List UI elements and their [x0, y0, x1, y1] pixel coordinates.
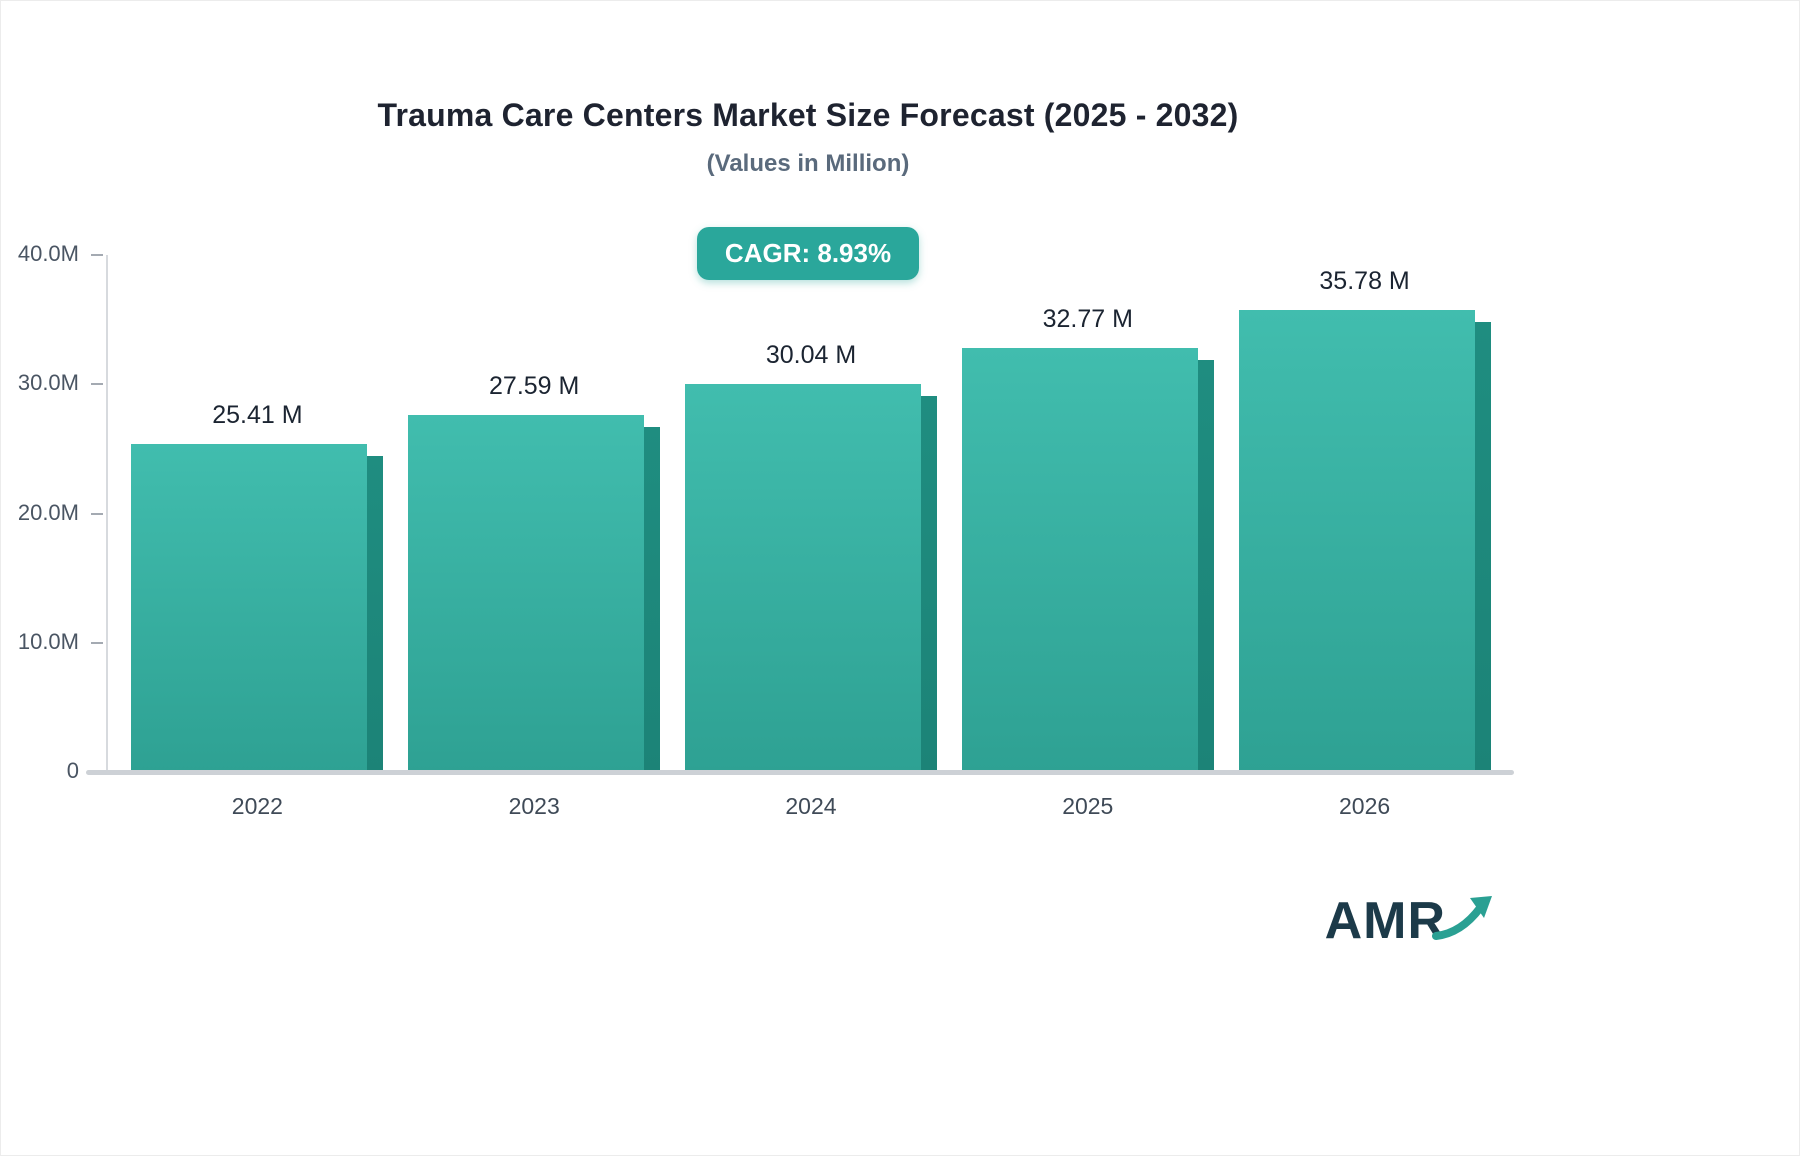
- x-axis-label: 2022: [231, 793, 283, 819]
- bar-3d-side: [1474, 322, 1491, 772]
- bar-value-label: 32.77 M: [1042, 305, 1133, 333]
- amr-logo: AMR: [1325, 891, 1494, 951]
- plot-area: 0 10.0M 20.0M 30.0M 40.0M 25.41 M 2022 27.59 M…: [18, 241, 1514, 819]
- amr-logo-arrow-icon: [1432, 896, 1492, 940]
- bars-container: 25.41 M 2022 27.59 M 2023 30.04 M 2024 32.77 M…: [111, 255, 1511, 819]
- y-tick-mark: [91, 641, 103, 644]
- y-tick-label: 0: [66, 758, 79, 783]
- bar-value-label: 25.41 M: [212, 401, 303, 429]
- amr-logo-text: AMR: [1324, 892, 1446, 950]
- bar: [1238, 310, 1475, 772]
- cagr-badge-row: CAGR: 8.93%: [1, 227, 1615, 280]
- chart-subtitle: (Values in Million): [706, 150, 910, 177]
- bar: [684, 384, 921, 772]
- bar: [131, 444, 368, 772]
- bar: [961, 348, 1198, 772]
- y-axis-line: [106, 255, 108, 772]
- chart-title: Trauma Care Centers Market Size Forecast…: [377, 97, 1239, 133]
- x-axis-label: 2024: [785, 793, 837, 819]
- x-axis-label: 2025: [1062, 793, 1114, 819]
- y-tick-label: 30.0M: [17, 370, 79, 396]
- bar-3d-side: [367, 456, 384, 772]
- bar: [408, 415, 645, 772]
- y-tick-label: 40.0M: [17, 241, 79, 266]
- bar-group: 27.59 M 2023: [408, 255, 661, 819]
- bar-group: 30.04 M 2024: [684, 255, 937, 819]
- y-tick-label: 10.0M: [17, 628, 79, 654]
- bar-value-label: 27.59 M: [489, 372, 580, 400]
- x-axis-label: 2023: [508, 793, 560, 819]
- y-tick-mark: [91, 512, 103, 515]
- bar-3d-side: [1197, 360, 1214, 772]
- cagr-badge: CAGR: 8.93%: [696, 227, 920, 280]
- bar-3d-side: [920, 396, 937, 772]
- bar-group: 35.78 M 2026: [1238, 255, 1491, 819]
- bar-group: 32.77 M 2025: [961, 255, 1214, 819]
- y-tick-mark: [91, 254, 103, 256]
- bar-value-label: 30.04 M: [765, 341, 857, 369]
- bar-3d-side: [644, 427, 661, 772]
- y-tick-label: 20.0M: [17, 499, 79, 525]
- x-axis-label: 2026: [1338, 793, 1391, 819]
- y-tick-mark: [91, 383, 103, 386]
- bar-group: 25.41 M 2022: [131, 255, 384, 819]
- x-axis-line: [86, 770, 1514, 775]
- bar-value-label: 35.78 M: [1319, 267, 1410, 295]
